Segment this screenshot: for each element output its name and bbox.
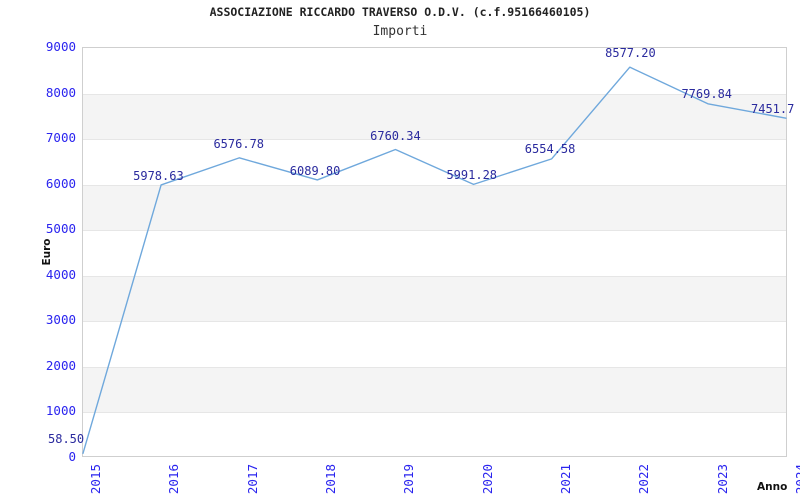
x-axis-title: Anno	[757, 481, 788, 493]
plot-area	[82, 47, 787, 457]
gridline	[83, 367, 786, 368]
gridline	[83, 412, 786, 413]
band	[83, 275, 786, 322]
gridline	[83, 185, 786, 186]
y-tick-label: 2000	[45, 357, 76, 373]
x-tick-label: 2019	[401, 464, 417, 495]
x-tick-label: 2023	[714, 464, 730, 495]
x-tick-label: 2022	[636, 464, 652, 495]
x-tick-label: 2015	[88, 464, 103, 495]
gridline	[83, 230, 786, 231]
x-tick-label: 2021	[558, 464, 573, 495]
gridline	[83, 276, 786, 277]
band	[83, 366, 786, 413]
series-line-importi	[82, 66, 787, 455]
x-tick-label: 2024	[793, 464, 800, 495]
y-tick-label: 3000	[45, 312, 76, 328]
y-tick-label: 5000	[45, 221, 76, 237]
x-tick-label: 2020	[479, 464, 495, 495]
gridline	[83, 94, 786, 95]
y-tick-label: 0	[68, 449, 76, 464]
x-tick-label: 2017	[244, 464, 260, 495]
y-tick-label: 9000	[45, 39, 76, 54]
y-tick-label: 7000	[45, 130, 76, 146]
x-tick-label: 2016	[166, 464, 182, 495]
band	[83, 184, 786, 231]
chart-title: ASSOCIAZIONE RICCARDO TRAVERSO O.D.V. (c…	[209, 5, 591, 19]
y-tick-label: 1000	[45, 403, 76, 419]
y-tick-label: 8000	[45, 84, 76, 100]
y-tick-label: 6000	[45, 175, 76, 191]
line-series-svg	[82, 66, 787, 455]
y-axis-tick-labels: 0 1000 2000 3000 4000 5000 6000 7000 8000 9000	[0, 0, 76, 500]
x-tick-label: 2018	[323, 464, 338, 495]
chart-subtitle: Importi	[372, 24, 428, 39]
gridline	[83, 139, 786, 140]
y-tick-label: 4000	[45, 266, 76, 282]
band	[83, 93, 786, 140]
gridline	[83, 321, 786, 322]
